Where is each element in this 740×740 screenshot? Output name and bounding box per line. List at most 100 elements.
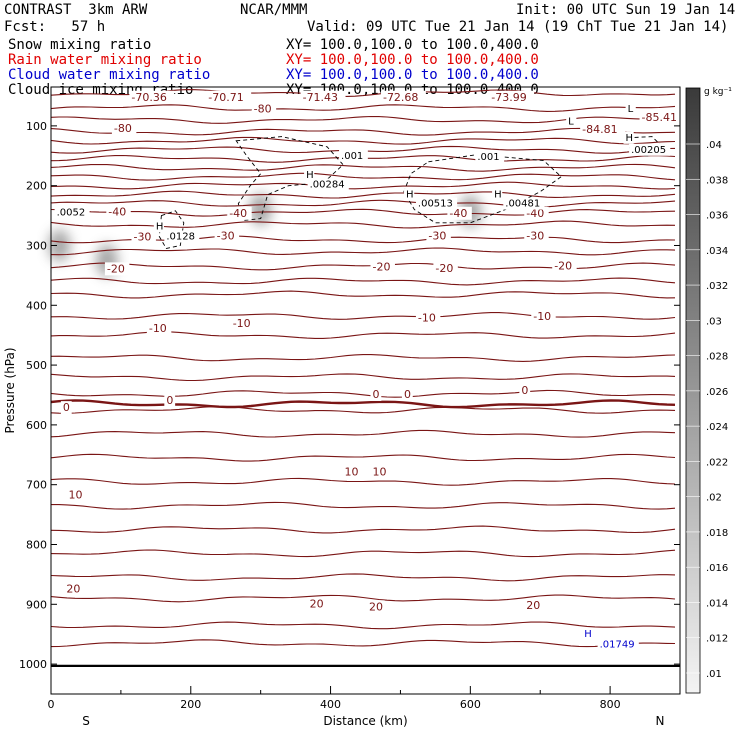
org-label: NCAR/MMM xyxy=(240,2,308,18)
temp-label: -10 xyxy=(233,317,251,330)
plot-frame xyxy=(50,86,681,695)
ice-label: .00284 xyxy=(310,179,345,190)
y-tick-label: 200 xyxy=(26,180,47,193)
colorbar-tick-label: .014 xyxy=(706,598,728,609)
colorbar-tick-label: .03 xyxy=(706,316,722,327)
ice-label-bg xyxy=(475,150,505,163)
cloud-water-label-bg xyxy=(582,628,593,641)
temp-contour xyxy=(50,389,676,398)
y-tick-label: 700 xyxy=(26,479,47,492)
temp-label: -10 xyxy=(533,310,551,323)
temp-label-bg xyxy=(524,229,549,243)
temp-label-bg xyxy=(111,121,137,135)
temp-contour xyxy=(50,639,676,648)
temp-label-bg xyxy=(342,465,361,479)
temp-label-bg xyxy=(447,206,472,220)
temp-label-bg xyxy=(524,206,549,220)
temp-contour xyxy=(50,573,676,582)
temp-label-bg xyxy=(131,230,156,244)
ice-label-bg xyxy=(164,230,200,243)
colorbar-tick-label: .034 xyxy=(706,246,728,257)
temp-label-bg xyxy=(580,123,626,137)
temp-contour xyxy=(50,136,676,145)
y-tick-label: 300 xyxy=(26,239,47,252)
colorbar-unit: g kg⁻¹ xyxy=(704,87,732,97)
ice-label: .0128 xyxy=(166,231,195,242)
temp-contour xyxy=(50,549,676,558)
cloud-water-label: .01749 xyxy=(600,639,635,650)
colorbar-tick-label: .036 xyxy=(706,211,728,222)
temp-label-bg xyxy=(146,322,172,336)
ice-label: H xyxy=(494,190,502,201)
cloud-water-label: H xyxy=(584,629,592,640)
temp-contour xyxy=(50,331,676,339)
temp-label-bg xyxy=(66,488,85,502)
temp-label: 0 xyxy=(166,394,173,407)
ice-label: L xyxy=(568,117,574,128)
x-tick-label: 400 xyxy=(320,698,341,711)
temp-label-bg xyxy=(524,599,542,613)
temp-label-bg xyxy=(230,316,256,330)
temp-label-bg xyxy=(366,600,385,614)
ice-label-bg xyxy=(54,206,90,219)
temp-label: -20 xyxy=(554,259,572,272)
ice-label-bg xyxy=(339,149,368,162)
temp-label: -72.68 xyxy=(383,91,418,104)
temp-label-bg xyxy=(370,260,395,274)
temp-label: 20 xyxy=(526,599,540,612)
x-axis-label: Distance (km) xyxy=(323,714,407,728)
ice-label-bg xyxy=(492,188,503,201)
y-tick-label: 100 xyxy=(26,120,47,133)
temp-contour xyxy=(50,262,676,271)
temp-label: -10 xyxy=(418,311,436,324)
init-time: Init: 00 UTC Sun 19 Jan 14 xyxy=(516,2,736,18)
ice-label-bg xyxy=(566,115,577,128)
ice-label: .00481 xyxy=(505,199,540,210)
colorbar-tick-label: .032 xyxy=(706,281,728,292)
temp-label-bg xyxy=(489,90,535,104)
temp-label: 0 xyxy=(404,388,411,401)
temp-label-bg xyxy=(64,582,83,596)
snow-max xyxy=(249,193,272,226)
ice-label: L xyxy=(628,104,634,115)
temp-label: -30 xyxy=(133,231,151,244)
temp-label: 10 xyxy=(372,466,386,479)
temp-contour xyxy=(50,104,676,112)
colorbar-tick-label: .022 xyxy=(706,457,728,468)
temp-label: -73.99 xyxy=(491,91,526,104)
temp-contour xyxy=(50,453,676,462)
valid-time: Valid: 09 UTC Tue 21 Jan 14 (19 ChT Tue … xyxy=(307,19,729,35)
ice-label: H xyxy=(156,221,164,232)
temp-label-bg xyxy=(227,206,252,220)
temp-contour xyxy=(51,501,676,510)
temp-label-bg xyxy=(300,90,346,104)
ice-label-bg xyxy=(307,178,349,191)
temp-label-bg xyxy=(104,262,130,276)
temp-label-bg xyxy=(519,383,531,397)
y-tick-label: 400 xyxy=(26,299,47,312)
x-tick-label: 0 xyxy=(48,698,55,711)
temp-label: 0 xyxy=(63,401,70,414)
temp-label: -40 xyxy=(449,207,467,220)
temp-label: -70.36 xyxy=(131,91,166,104)
temp-label-bg xyxy=(129,90,175,104)
temp-label: 20 xyxy=(369,600,383,613)
ice-label-bg xyxy=(415,197,458,210)
temp-contour xyxy=(50,181,676,190)
temp-label: -80 xyxy=(254,103,272,116)
field-rain-xy: XY= 100.0,100.0 to 100.0,400.0 xyxy=(286,52,539,68)
x-tick-label: 200 xyxy=(180,698,201,711)
temp-label: -71.43 xyxy=(303,91,338,104)
temp-contour xyxy=(50,477,676,486)
temp-contour xyxy=(50,247,676,256)
temp-label: 0 xyxy=(372,388,379,401)
temp-label-bg xyxy=(307,597,326,611)
temp-label-bg xyxy=(370,387,382,401)
south-label: S xyxy=(82,714,90,728)
colorbar-tick-label: .026 xyxy=(706,387,728,398)
temp-label: -20 xyxy=(107,262,125,275)
y-tick-label: 800 xyxy=(26,538,47,551)
temp-label-bg xyxy=(206,90,252,104)
temp-label: -20 xyxy=(435,262,453,275)
